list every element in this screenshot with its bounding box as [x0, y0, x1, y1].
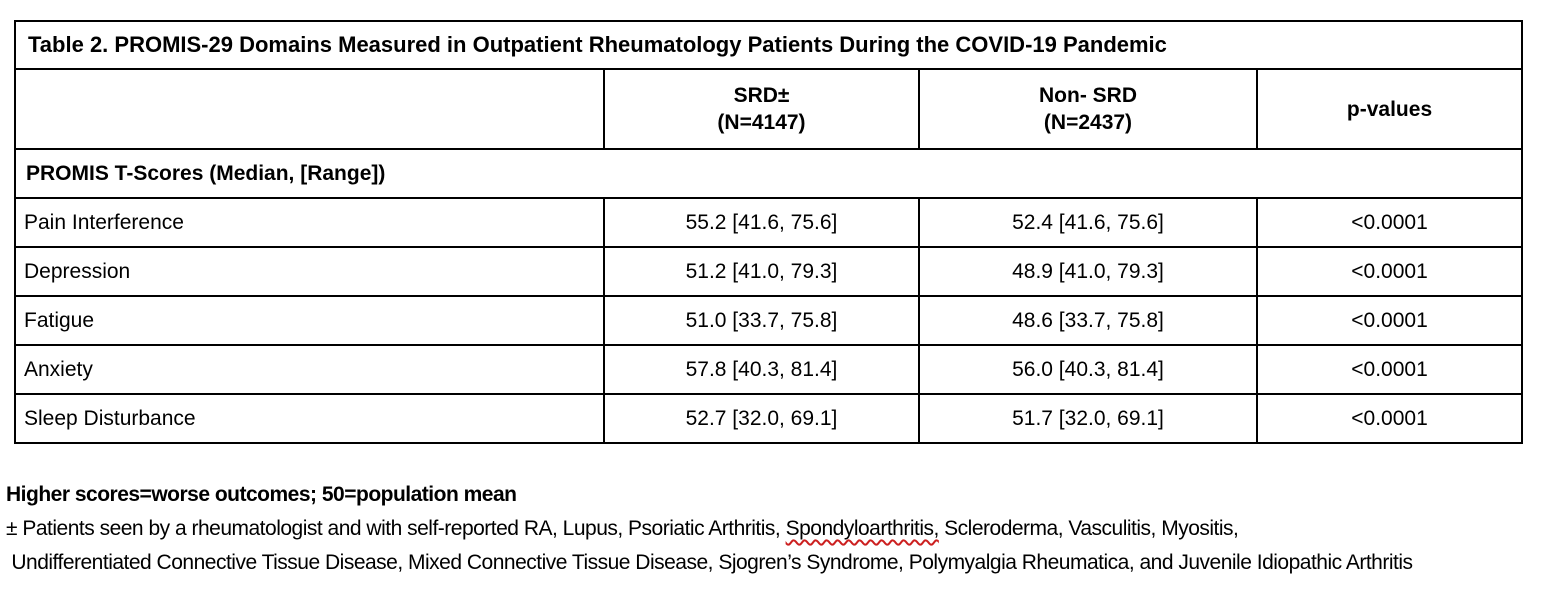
table-header-row: SRD± (N=4147) Non- SRD (N=2437) p-values: [14, 68, 1524, 150]
column-header-non-srd-label: Non- SRD: [1039, 84, 1137, 107]
non-srd-value: 52.4 [41.6, 75.6]: [918, 197, 1258, 248]
srd-value: 51.0 [33.7, 75.8]: [603, 295, 920, 346]
srd-value: 57.8 [40.3, 81.4]: [603, 344, 920, 395]
footnote-score-interpretation: Higher scores=worse outcomes; 50=populat…: [6, 483, 517, 506]
p-value: <0.0001: [1255, 344, 1524, 395]
column-header-srd-n: (N=4147): [717, 111, 806, 134]
section-header-row: PROMIS T-Scores (Median, [Range]): [13, 148, 1524, 199]
non-srd-value: 48.6 [33.7, 75.8]: [918, 295, 1258, 346]
column-header-pvalues: p-values: [1255, 68, 1524, 150]
table-row-depression: Depression 51.2 [41.0, 79.3] 48.9 [41.0,…: [14, 246, 1524, 297]
srd-value: 52.7 [32.0, 69.1]: [603, 393, 920, 444]
promis-29-table: Table 2. PROMIS-29 Domains Measured in O…: [13, 20, 1524, 444]
column-header-pvalues-label: p-values: [1346, 97, 1433, 121]
table-row-pain-interference: Pain Interference 55.2 [41.6, 75.6] 52.4…: [14, 197, 1524, 248]
table-row-fatigue: Fatigue 51.0 [33.7, 75.8] 48.6 [33.7, 75…: [14, 295, 1524, 346]
section-header: PROMIS T-Scores (Median, [Range]): [13, 148, 1524, 199]
non-srd-value: 51.7 [32.0, 69.1]: [918, 393, 1258, 444]
footnote-srd-definition-continued: Undifferentiated Connective Tissue Disea…: [6, 551, 1413, 574]
table-row-sleep-disturbance: Sleep Disturbance 52.7 [32.0, 69.1] 51.7…: [14, 393, 1524, 444]
table-row-anxiety: Anxiety 57.8 [40.3, 81.4] 56.0 [40.3, 81…: [14, 344, 1524, 395]
row-label: Pain Interference: [14, 197, 605, 248]
p-value: <0.0001: [1255, 197, 1524, 248]
non-srd-value: 48.9 [41.0, 79.3]: [918, 246, 1258, 297]
column-header-srd-label: SRD±: [733, 84, 790, 107]
srd-value: 51.2 [41.0, 79.3]: [603, 246, 920, 297]
srd-value: 55.2 [41.6, 75.6]: [603, 197, 920, 248]
spellcheck-underlined-word: Spondyloarthritis,: [785, 517, 940, 540]
document-page: Table 2. PROMIS-29 Domains Measured in O…: [0, 20, 1561, 589]
row-label: Fatigue: [14, 295, 605, 346]
p-value: <0.0001: [1255, 393, 1524, 444]
non-srd-value: 56.0 [40.3, 81.4]: [918, 344, 1258, 395]
table-title: Table 2. PROMIS-29 Domains Measured in O…: [13, 20, 1524, 70]
p-value: <0.0001: [1255, 246, 1524, 297]
row-label: Depression: [14, 246, 605, 297]
column-header-non-srd-n: (N=2437): [1043, 111, 1133, 134]
column-header-srd: SRD± (N=4147): [603, 68, 920, 150]
footnote-srd-definition-prefix: ± Patients seen by a rheumatologist and …: [6, 517, 786, 540]
footnote-srd-definition-suffix: Scleroderma, Vasculitis, Myositis,: [938, 517, 1239, 540]
header-empty-cell: [14, 68, 605, 150]
table-footnotes: Higher scores=worse outcomes; 50=populat…: [6, 478, 1561, 580]
column-header-non-srd: Non- SRD (N=2437): [918, 68, 1258, 150]
row-label: Sleep Disturbance: [14, 393, 605, 444]
footnote-srd-definition: ± Patients seen by a rheumatologist and …: [6, 512, 1561, 546]
p-value: <0.0001: [1255, 295, 1524, 346]
row-label: Anxiety: [14, 344, 605, 395]
table-title-row: Table 2. PROMIS-29 Domains Measured in O…: [13, 20, 1524, 70]
